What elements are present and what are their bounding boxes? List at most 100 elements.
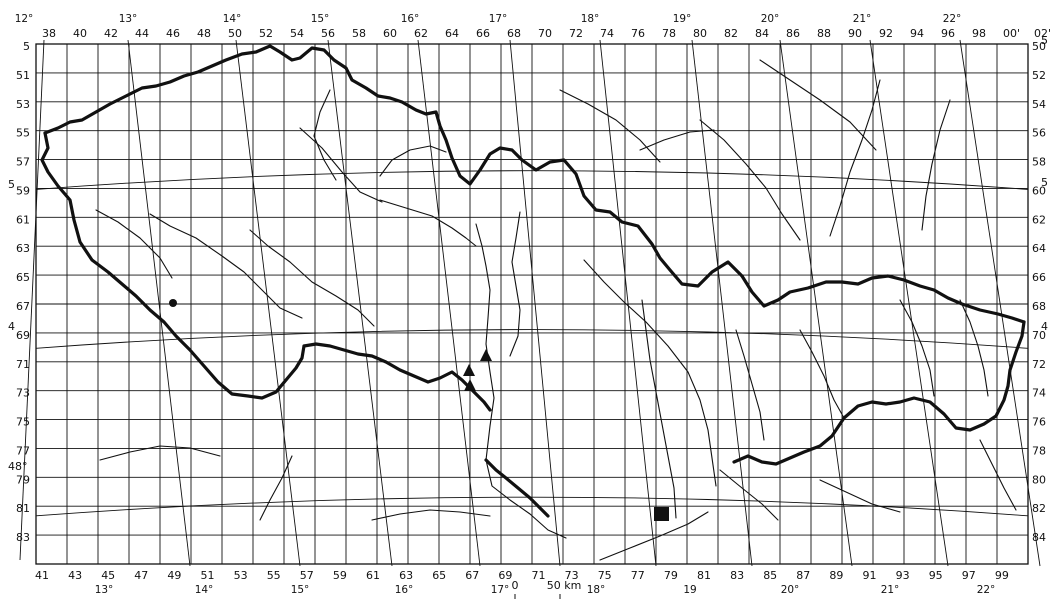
river	[819, 479, 901, 513]
bottom-grid-label: 77	[631, 569, 645, 582]
southeast-border	[732, 320, 1026, 466]
bottom-grid-label: 91	[863, 569, 877, 582]
left-degree-label: 48°	[8, 460, 28, 473]
bottom-degree-label: 22°	[977, 584, 996, 596]
meridian-line	[127, 39, 191, 567]
top-grid-label: 80	[693, 27, 707, 40]
bottom-grid-label: 63	[399, 569, 413, 582]
meridian-line	[869, 39, 949, 567]
bottom-degree-label: 21°	[881, 584, 900, 596]
top-grid-label: 48	[197, 27, 211, 40]
bottom-grid-label: 69	[498, 569, 512, 582]
right-degree-label: 5	[1041, 176, 1048, 189]
river	[475, 223, 567, 539]
bottom-grid-label: 53	[234, 569, 248, 582]
top-grid-label: 02'	[1034, 27, 1051, 40]
river	[149, 213, 303, 319]
bottom-degree-label: 16°	[395, 584, 414, 596]
river	[313, 89, 337, 181]
top-grid-label: 42	[104, 27, 118, 40]
right-grid-label: 62	[1032, 213, 1046, 226]
bottom-grid-label: 83	[730, 569, 744, 582]
left-grid-label: 61	[16, 213, 30, 226]
bottom-grid-label: 93	[896, 569, 910, 582]
right-degree-label: 5	[1041, 34, 1048, 47]
bottom-degree-label: 19	[683, 584, 696, 596]
river	[979, 439, 1017, 511]
top-grid-label: 68	[507, 27, 521, 40]
left-grid-label: 53	[16, 98, 30, 111]
top-grid-label: 72	[569, 27, 583, 40]
top-degree-label: 13°	[119, 13, 138, 25]
bottom-grid-label: 47	[134, 569, 148, 582]
left-grid-label: 75	[16, 416, 30, 429]
top-grid-label: 62	[414, 27, 428, 40]
triangle-marker	[463, 364, 475, 376]
right-grid-label: 60	[1032, 184, 1046, 197]
top-grid-label: 82	[724, 27, 738, 40]
right-grid-label: 70	[1032, 329, 1046, 342]
bottom-grid-label: 71	[532, 569, 546, 582]
bottom-grid-label: 73	[565, 569, 579, 582]
bottom-degree-label: 14°	[195, 584, 214, 596]
parallel-line	[35, 496, 1029, 517]
meridian-line	[599, 39, 657, 567]
bottom-grid-label: 87	[796, 569, 810, 582]
left-grid-label: 83	[16, 531, 30, 544]
left-grid-label: 63	[16, 242, 30, 255]
river	[371, 509, 491, 521]
river	[639, 129, 715, 151]
top-degree-label: 12°	[15, 13, 34, 25]
triangle-marker	[480, 349, 492, 361]
top-grid-label: 54	[290, 27, 304, 40]
top-grid-label: 90	[848, 27, 862, 40]
bottom-grid-label: 67	[465, 569, 479, 582]
meridian-line	[691, 39, 753, 567]
river	[699, 119, 801, 241]
river	[899, 299, 935, 397]
right-grid-label: 64	[1032, 242, 1046, 255]
river	[299, 127, 383, 203]
river	[259, 455, 293, 521]
top-degree-label: 20°	[761, 13, 780, 25]
right-grid-label: 84	[1032, 531, 1046, 544]
top-grid-label: 52	[259, 27, 273, 40]
southwest-border	[484, 458, 550, 518]
top-degree-label: 18°	[581, 13, 600, 25]
rivers	[95, 59, 1017, 561]
bottom-grid-label: 97	[962, 569, 976, 582]
top-grid-label: 38	[42, 27, 56, 40]
top-grid-label: 84	[755, 27, 769, 40]
top-degree-label: 16°	[401, 13, 420, 25]
triangle-marker	[464, 379, 476, 391]
top-degree-label: 19°	[673, 13, 692, 25]
bottom-grid-label: 59	[333, 569, 347, 582]
meridian-line	[235, 39, 301, 567]
bottom-grid-label: 45	[101, 569, 115, 582]
northwest-border	[43, 44, 1026, 324]
grid-labels: 12° 13° 14° 15° 16° 17° 18° 19° 20° 21° 22°38 40 42 4…	[8, 13, 1051, 596]
river	[959, 299, 989, 397]
river	[735, 329, 765, 441]
parallel-line	[35, 170, 1029, 190]
bottom-grid-label: 81	[697, 569, 711, 582]
river	[95, 209, 173, 279]
bottom-grid-label: 85	[763, 569, 777, 582]
top-grid-label: 96	[941, 27, 955, 40]
river	[599, 511, 709, 561]
bottom-grid-label: 51	[201, 569, 215, 582]
river	[379, 199, 477, 247]
river	[249, 229, 375, 327]
left-grid-label: 69	[16, 329, 30, 342]
dot-marker	[169, 299, 177, 307]
right-grid-label: 52	[1032, 69, 1046, 82]
river	[509, 211, 521, 357]
scale-distance-label: 50 km	[547, 579, 582, 592]
top-grid-label: 56	[321, 27, 335, 40]
right-grid-label: 56	[1032, 127, 1046, 140]
top-grid-label: 94	[910, 27, 924, 40]
bottom-grid-label: 55	[267, 569, 281, 582]
left-grid-label: 73	[16, 387, 30, 400]
